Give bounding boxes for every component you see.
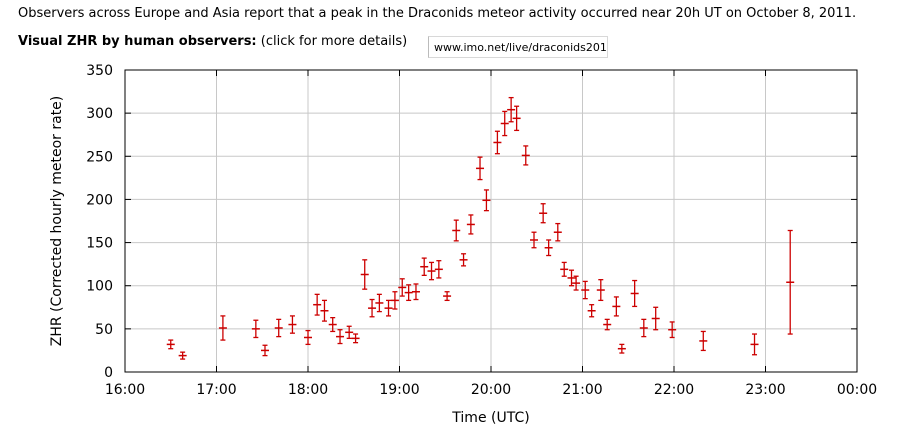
- data-point: [328, 316, 337, 333]
- y-tick-label: 300: [86, 106, 113, 122]
- url-field[interactable]: www.imo.net/live/draconids2011/: [428, 36, 608, 58]
- data-point: [539, 203, 548, 224]
- data-point: [587, 304, 596, 318]
- x-tick-label: 17:00: [196, 382, 236, 398]
- data-point: [411, 283, 420, 301]
- data-points: [166, 96, 795, 360]
- data-point: [668, 321, 677, 339]
- data-point: [544, 239, 553, 257]
- subheading: Visual ZHR by human observers: (click fo…: [18, 34, 407, 49]
- y-tick-label: 50: [95, 322, 113, 338]
- data-point: [260, 344, 269, 357]
- data-point: [603, 318, 612, 331]
- x-tick-label: 22:00: [654, 382, 694, 398]
- data-point: [639, 318, 648, 338]
- data-point: [384, 299, 393, 317]
- y-tick-labels: 0 50 100 150 200 250 300 350: [86, 63, 113, 381]
- data-point: [493, 130, 502, 155]
- data-point: [360, 259, 369, 290]
- data-point: [166, 339, 175, 350]
- data-point: [459, 253, 468, 267]
- axis-ticks: [124, 69, 858, 373]
- data-point: [617, 343, 626, 354]
- data-point: [530, 231, 539, 249]
- data-point: [466, 214, 475, 235]
- x-tick-label: 20:00: [471, 382, 511, 398]
- data-point: [274, 318, 283, 338]
- data-point: [651, 306, 660, 331]
- data-point: [482, 189, 491, 212]
- data-point: [786, 229, 795, 335]
- grid: [125, 70, 857, 372]
- data-point: [313, 293, 322, 316]
- data-point: [251, 319, 260, 339]
- x-axis-title: Time (UTC): [451, 410, 529, 426]
- data-point: [567, 269, 576, 287]
- x-tick-labels: 16:00 17:00 18:00 19:00 20:00 21:00 22:00 23:00…: [105, 382, 877, 398]
- y-tick-label: 350: [86, 63, 113, 79]
- data-point: [404, 284, 413, 302]
- data-point: [500, 110, 509, 137]
- data-point: [521, 145, 530, 166]
- x-tick-label: 00:00: [837, 382, 877, 398]
- data-point: [434, 260, 443, 279]
- y-tick-label: 100: [86, 279, 113, 295]
- data-point: [218, 315, 227, 341]
- data-point: [596, 279, 605, 302]
- data-point: [368, 298, 377, 318]
- x-tick-label: 16:00: [105, 382, 145, 398]
- data-point: [336, 329, 345, 345]
- x-tick-label: 21:00: [562, 382, 602, 398]
- data-point: [443, 291, 452, 302]
- data-point: [581, 280, 590, 300]
- data-point: [512, 105, 521, 132]
- y-tick-label: 250: [86, 149, 113, 165]
- data-point: [304, 329, 312, 346]
- intro-text: Observers across Europe and Asia report …: [18, 6, 857, 21]
- y-tick-label: 0: [104, 365, 113, 381]
- data-point: [398, 278, 407, 297]
- y-tick-label: 200: [86, 192, 113, 208]
- x-tick-label: 18:00: [288, 382, 328, 398]
- x-tick-label: 23:00: [745, 382, 785, 398]
- details-link[interactable]: (click for more details): [260, 34, 408, 49]
- data-point: [572, 275, 581, 291]
- data-point: [476, 156, 485, 181]
- data-point: [560, 261, 569, 277]
- x-tick-label: 19:00: [379, 382, 419, 398]
- subheading-label: Visual ZHR by human observers:: [18, 34, 257, 49]
- data-point: [288, 315, 297, 334]
- data-point: [345, 325, 354, 339]
- data-point: [320, 299, 329, 322]
- data-point: [452, 219, 461, 242]
- data-point: [612, 296, 621, 317]
- data-point: [178, 351, 187, 360]
- data-point: [553, 222, 562, 242]
- y-tick-label: 150: [86, 236, 113, 252]
- data-point: [630, 279, 639, 308]
- data-point: [351, 333, 360, 344]
- y-axis-title: ZHR (Corrected hourly meteor rate): [49, 96, 65, 347]
- data-point: [507, 96, 516, 123]
- data-point: [750, 333, 759, 356]
- data-point: [427, 261, 436, 281]
- data-point: [375, 293, 384, 313]
- data-point: [390, 291, 399, 310]
- data-point: [420, 257, 429, 277]
- data-point: [699, 330, 708, 352]
